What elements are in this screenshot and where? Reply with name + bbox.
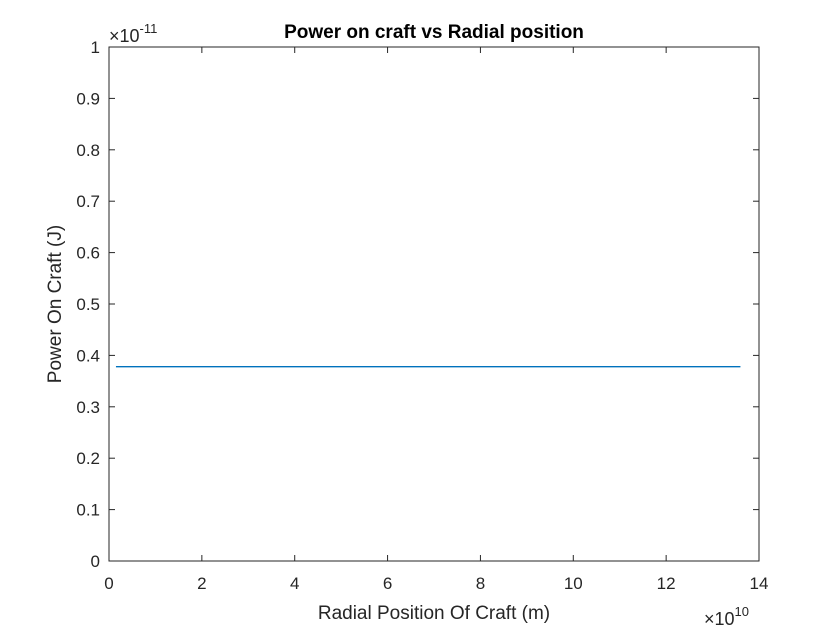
x-multiplier-base: ×10 xyxy=(704,609,735,629)
x-tick-label: 4 xyxy=(290,574,299,593)
y-tick-label: 0.4 xyxy=(76,346,100,365)
y-multiplier-exponent: -11 xyxy=(140,21,158,36)
y-tick-label: 0.9 xyxy=(76,89,100,108)
x-axis-label: Radial Position Of Craft (m) xyxy=(318,603,550,624)
y-tick-labels: 0 0.1 0.2 0.3 0.4 0.5 0.6 0.7 0.8 0.9 1 xyxy=(76,38,100,571)
y-tick-label: 0.3 xyxy=(76,398,100,417)
x-tick-label: 0 xyxy=(104,574,113,593)
axes xyxy=(108,46,760,562)
tick-marks xyxy=(108,46,760,562)
y-tick-label: 0.7 xyxy=(76,192,100,211)
x-tick-labels: 0 2 4 6 8 10 12 14 xyxy=(104,574,768,593)
x-tick-label: 12 xyxy=(657,574,676,593)
y-tick-label: 0.5 xyxy=(76,295,100,314)
y-multiplier-base: ×10 xyxy=(109,26,140,46)
x-axis-multiplier: ×1010 xyxy=(704,604,749,629)
axes-box xyxy=(108,46,760,562)
y-tick-label: 0.2 xyxy=(76,449,100,468)
y-tick-label: 0.6 xyxy=(76,244,100,263)
chart-title: Power on craft vs Radial position xyxy=(284,22,584,43)
x-tick-label: 2 xyxy=(197,574,206,593)
y-tick-label: 1 xyxy=(91,38,100,57)
y-tick-label: 0.1 xyxy=(76,501,100,520)
x-tick-label: 14 xyxy=(750,574,769,593)
y-axis-multiplier: ×10-11 xyxy=(109,21,157,46)
x-tick-label: 10 xyxy=(564,574,583,593)
x-tick-label: 6 xyxy=(383,574,392,593)
x-tick-label: 8 xyxy=(476,574,485,593)
y-tick-label: 0.8 xyxy=(76,141,100,160)
x-multiplier-exponent: 10 xyxy=(735,604,749,619)
y-axis-label: Power On Craft (J) xyxy=(45,225,66,383)
y-tick-label: 0 xyxy=(91,552,100,571)
